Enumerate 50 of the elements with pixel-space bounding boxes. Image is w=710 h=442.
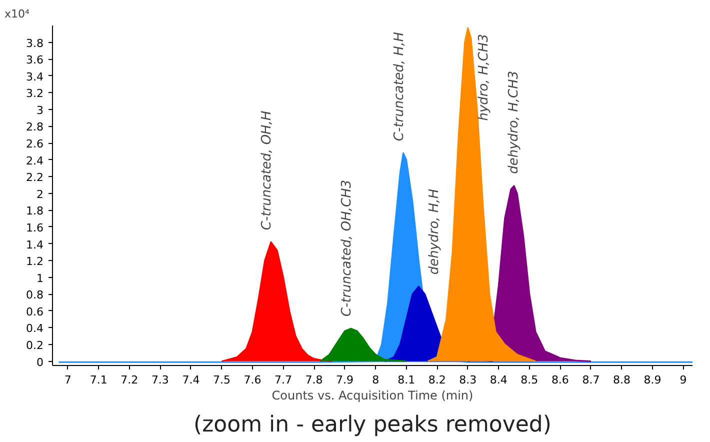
- x-tick-label: 7.4: [182, 374, 200, 386]
- y-tick-label: 1.6: [26, 221, 44, 234]
- x-tick-label: 9: [680, 374, 687, 386]
- x-tick-label: 8.7: [582, 374, 600, 386]
- annotation: C-truncated, OH,CH3: [339, 180, 354, 317]
- x-tick-label: 8: [372, 374, 380, 386]
- annotation: dehydro, H,CH3: [506, 70, 522, 174]
- x-tick-label: 8.5: [520, 374, 538, 386]
- y-tick-label: 0.6: [26, 305, 44, 318]
- y-tick-label: 2.8: [26, 120, 44, 134]
- x-tick-label: 7.3: [151, 374, 169, 386]
- y-tick-label: 2.6: [26, 138, 44, 151]
- x-axis-title: Counts vs. Acquisition Time (min): [272, 388, 474, 402]
- y-tick-label: 1.4: [26, 238, 44, 252]
- x-tick-label: 7: [64, 374, 72, 386]
- annotation: C-truncated, H,H: [392, 32, 407, 142]
- y-tick-label: 2.4: [26, 154, 44, 168]
- y-tick-label: 3.8: [26, 36, 44, 50]
- y-tick-label: 0.2: [26, 339, 44, 352]
- y-tick-label: 3.6: [26, 54, 44, 67]
- y-tick-label: 1: [36, 272, 44, 285]
- x-tick-label: 8.1: [398, 374, 416, 386]
- x-tick-label: 8.8: [612, 374, 630, 386]
- x-tick-label: 8.2: [428, 374, 446, 386]
- y-tick-label: 2: [36, 188, 44, 201]
- y-tick-label: 3.4: [26, 70, 44, 84]
- x-tick-label: 7.1: [90, 374, 108, 386]
- y-tick-label: 0: [36, 356, 44, 369]
- y-tick-label: 2.2: [26, 171, 44, 184]
- x-tick-label: 7.5: [212, 374, 230, 386]
- y-tick-label: 1.2: [26, 255, 44, 268]
- x-tick-label: 8.9: [644, 374, 662, 386]
- x-tick-label: 8.3: [459, 374, 477, 386]
- y-tick-label: 3: [36, 104, 44, 117]
- x-tick-label: 7.6: [244, 374, 262, 386]
- x-tick-label: 7.2: [120, 374, 138, 386]
- y-axis-title: x10⁴: [4, 8, 30, 20]
- x-tick-label: 7.8: [305, 374, 323, 386]
- annotation: C-truncated, OH,H: [259, 110, 274, 230]
- y-tick-label: 1.8: [26, 204, 44, 218]
- x-tick-label: 7.7: [274, 374, 292, 386]
- x-tick-label: 8.6: [551, 374, 569, 386]
- y-tick-label: 0.4: [26, 322, 44, 336]
- x-tick-label: 7.9: [336, 374, 354, 386]
- x-tick-label: 8.4: [490, 374, 508, 386]
- annotation: dehydro, H,H: [427, 188, 442, 275]
- y-tick-label: 3.2: [26, 87, 44, 100]
- annotation: hydro, H,CH3: [476, 34, 492, 121]
- y-tick-label: 0.8: [26, 288, 44, 302]
- text: (zoom in - early peaks removed): [194, 412, 552, 438]
